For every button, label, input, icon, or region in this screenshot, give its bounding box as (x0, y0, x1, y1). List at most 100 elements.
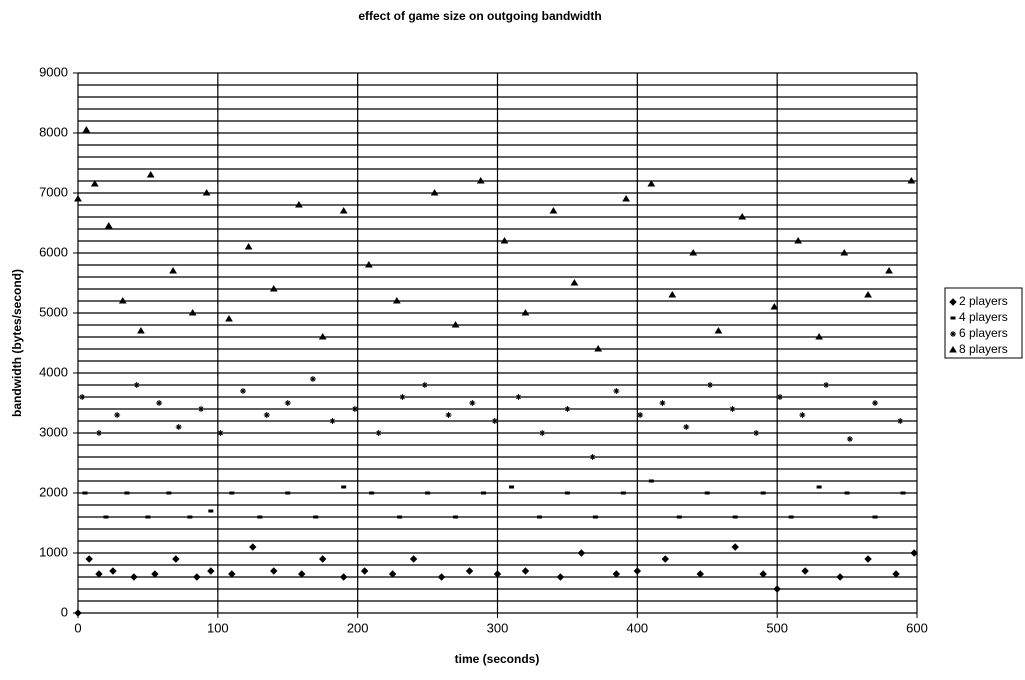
point (907, 177, 916, 184)
point (319, 555, 327, 563)
point (864, 291, 872, 298)
point (594, 345, 603, 352)
point (453, 515, 459, 519)
point (465, 567, 474, 575)
point (589, 454, 596, 460)
y-tick-label: 1000 (39, 544, 68, 559)
point (145, 515, 151, 519)
legend-label: 8 players (959, 342, 1008, 356)
point (284, 400, 291, 406)
point (661, 555, 670, 563)
point (228, 570, 236, 578)
point (249, 543, 257, 551)
point (82, 491, 88, 495)
x-tick-label: 600 (906, 620, 928, 635)
point (313, 515, 319, 519)
point (872, 515, 878, 519)
point (564, 491, 570, 495)
point (109, 567, 117, 575)
x-tick-label: 500 (766, 620, 788, 635)
point (592, 515, 598, 519)
point (491, 418, 498, 424)
point (285, 491, 291, 495)
y-tick-label: 8000 (39, 124, 68, 139)
point (437, 573, 446, 581)
point (169, 267, 177, 274)
point (659, 400, 666, 406)
point (74, 609, 82, 617)
point (225, 315, 233, 322)
point (564, 406, 571, 412)
point (776, 394, 783, 400)
point (133, 382, 140, 388)
point (172, 555, 180, 563)
point (556, 573, 565, 581)
point (714, 327, 723, 334)
point (707, 382, 714, 388)
point (409, 555, 418, 563)
point (188, 309, 197, 316)
point (823, 382, 830, 388)
point (388, 570, 397, 578)
point (794, 237, 803, 244)
point (257, 515, 263, 519)
point (95, 570, 103, 578)
point (318, 333, 327, 340)
point (124, 491, 130, 495)
point (648, 479, 654, 483)
point (910, 549, 918, 557)
point (799, 412, 806, 418)
point (74, 195, 82, 202)
point (612, 570, 621, 578)
point (844, 491, 850, 495)
point (476, 177, 485, 184)
x-tick-label: 100 (207, 620, 229, 635)
point (79, 394, 86, 400)
point (676, 515, 682, 519)
point (539, 430, 546, 436)
point (570, 279, 579, 286)
y-tick-label: 5000 (39, 304, 68, 319)
point (399, 394, 406, 400)
point (469, 400, 476, 406)
legend-marker (949, 298, 957, 306)
point (207, 567, 215, 575)
point (759, 570, 767, 578)
point (244, 243, 253, 250)
point (647, 180, 656, 187)
legend-label: 4 players (959, 310, 1008, 324)
point (731, 543, 739, 551)
point (240, 388, 247, 394)
x-tick-label: 300 (487, 620, 509, 635)
point (864, 555, 872, 563)
point (85, 555, 93, 563)
point (500, 237, 509, 244)
point (208, 509, 214, 513)
y-tick-label: 2000 (39, 484, 68, 499)
point (309, 376, 316, 382)
point (872, 400, 879, 406)
point (515, 394, 522, 400)
point (846, 436, 853, 442)
point (263, 412, 270, 418)
x-tick-label: 200 (347, 620, 369, 635)
point (369, 491, 375, 495)
point (175, 424, 182, 430)
point (295, 201, 303, 208)
point (156, 400, 163, 406)
point (549, 207, 558, 214)
x-tick-label: 0 (74, 620, 81, 635)
point (815, 333, 824, 340)
point (202, 189, 211, 196)
point (270, 567, 278, 575)
point (885, 267, 893, 274)
legend-marker (950, 316, 956, 320)
point (633, 567, 642, 575)
point (760, 491, 766, 495)
y-tick-label: 6000 (39, 244, 68, 259)
point (788, 515, 794, 519)
point (683, 424, 690, 430)
point (508, 485, 514, 489)
point (166, 491, 172, 495)
point (187, 515, 193, 519)
